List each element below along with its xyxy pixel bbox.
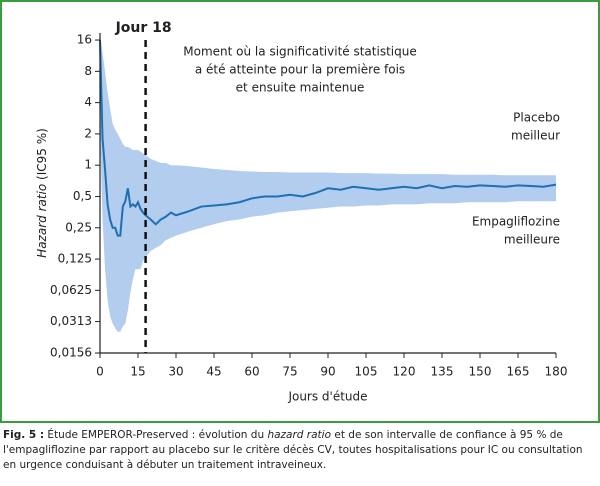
x-tick-label: 45 bbox=[206, 365, 221, 379]
annotation: meilleur bbox=[511, 129, 560, 143]
confidence-band bbox=[100, 33, 556, 332]
x-tick-label: 135 bbox=[431, 365, 454, 379]
x-tick-label: 30 bbox=[168, 365, 183, 379]
x-tick-label: 165 bbox=[507, 365, 530, 379]
y-label-rest: (IC95 %) bbox=[35, 128, 49, 184]
y-tick-label: 4 bbox=[84, 95, 92, 109]
x-tick-label: 120 bbox=[393, 365, 416, 379]
y-tick-label: 8 bbox=[84, 64, 92, 78]
caption: Fig. 5 : Étude EMPEROR-Preserved : évolu… bbox=[3, 428, 597, 473]
y-tick-label: 0,5 bbox=[73, 189, 92, 203]
y-tick-label: 2 bbox=[84, 126, 92, 140]
annotation: meilleure bbox=[504, 233, 560, 247]
x-tick-label: 15 bbox=[130, 365, 145, 379]
y-tick-label: 16 bbox=[77, 33, 92, 47]
caption-fig: Fig. 5 : bbox=[3, 429, 45, 441]
y-tick-label: 0,25 bbox=[65, 220, 92, 234]
frame bbox=[0, 0, 600, 423]
annotation: Placebo bbox=[513, 111, 560, 125]
x-tick-label: 0 bbox=[96, 365, 104, 379]
caption-text: et de son intervalle de confiance à 95 %… bbox=[3, 429, 583, 471]
y-tick-label: 0,0625 bbox=[50, 283, 92, 297]
x-tick-label: 150 bbox=[469, 365, 492, 379]
y-axis-label: Hazard ratio (IC95 %) bbox=[35, 128, 49, 258]
x-tick-label: 60 bbox=[244, 365, 259, 379]
chart: Jours d'étude Hazard ratio (IC95 %) Mome… bbox=[0, 0, 600, 423]
x-tick-label: 75 bbox=[282, 365, 297, 379]
x-tick-label: 90 bbox=[320, 365, 335, 379]
y-label-italic: Hazard ratio bbox=[35, 184, 49, 258]
y-tick-label: 0,0156 bbox=[50, 346, 92, 360]
day-marker-label: Jour 18 bbox=[115, 20, 172, 36]
y-tick-label: 1 bbox=[84, 158, 92, 172]
annotation: a été atteinte pour la première fois bbox=[195, 63, 405, 77]
hazard-ratio-line bbox=[99, 40, 557, 237]
y-tick-label: 0,0313 bbox=[50, 314, 92, 328]
x-axis-label: Jours d'étude bbox=[287, 390, 367, 404]
x-tick-label: 105 bbox=[355, 365, 378, 379]
annotation: Empagliflozine bbox=[472, 215, 560, 229]
y-tick-label: 0,125 bbox=[58, 252, 92, 266]
caption-text: Étude EMPEROR-Preserved : évolution du bbox=[44, 429, 268, 441]
annotation: Moment où la significativité statistique bbox=[183, 45, 416, 59]
x-tick-label: 180 bbox=[545, 365, 568, 379]
annotation: et ensuite maintenue bbox=[236, 81, 365, 95]
caption-italic: hazard ratio bbox=[267, 429, 332, 441]
